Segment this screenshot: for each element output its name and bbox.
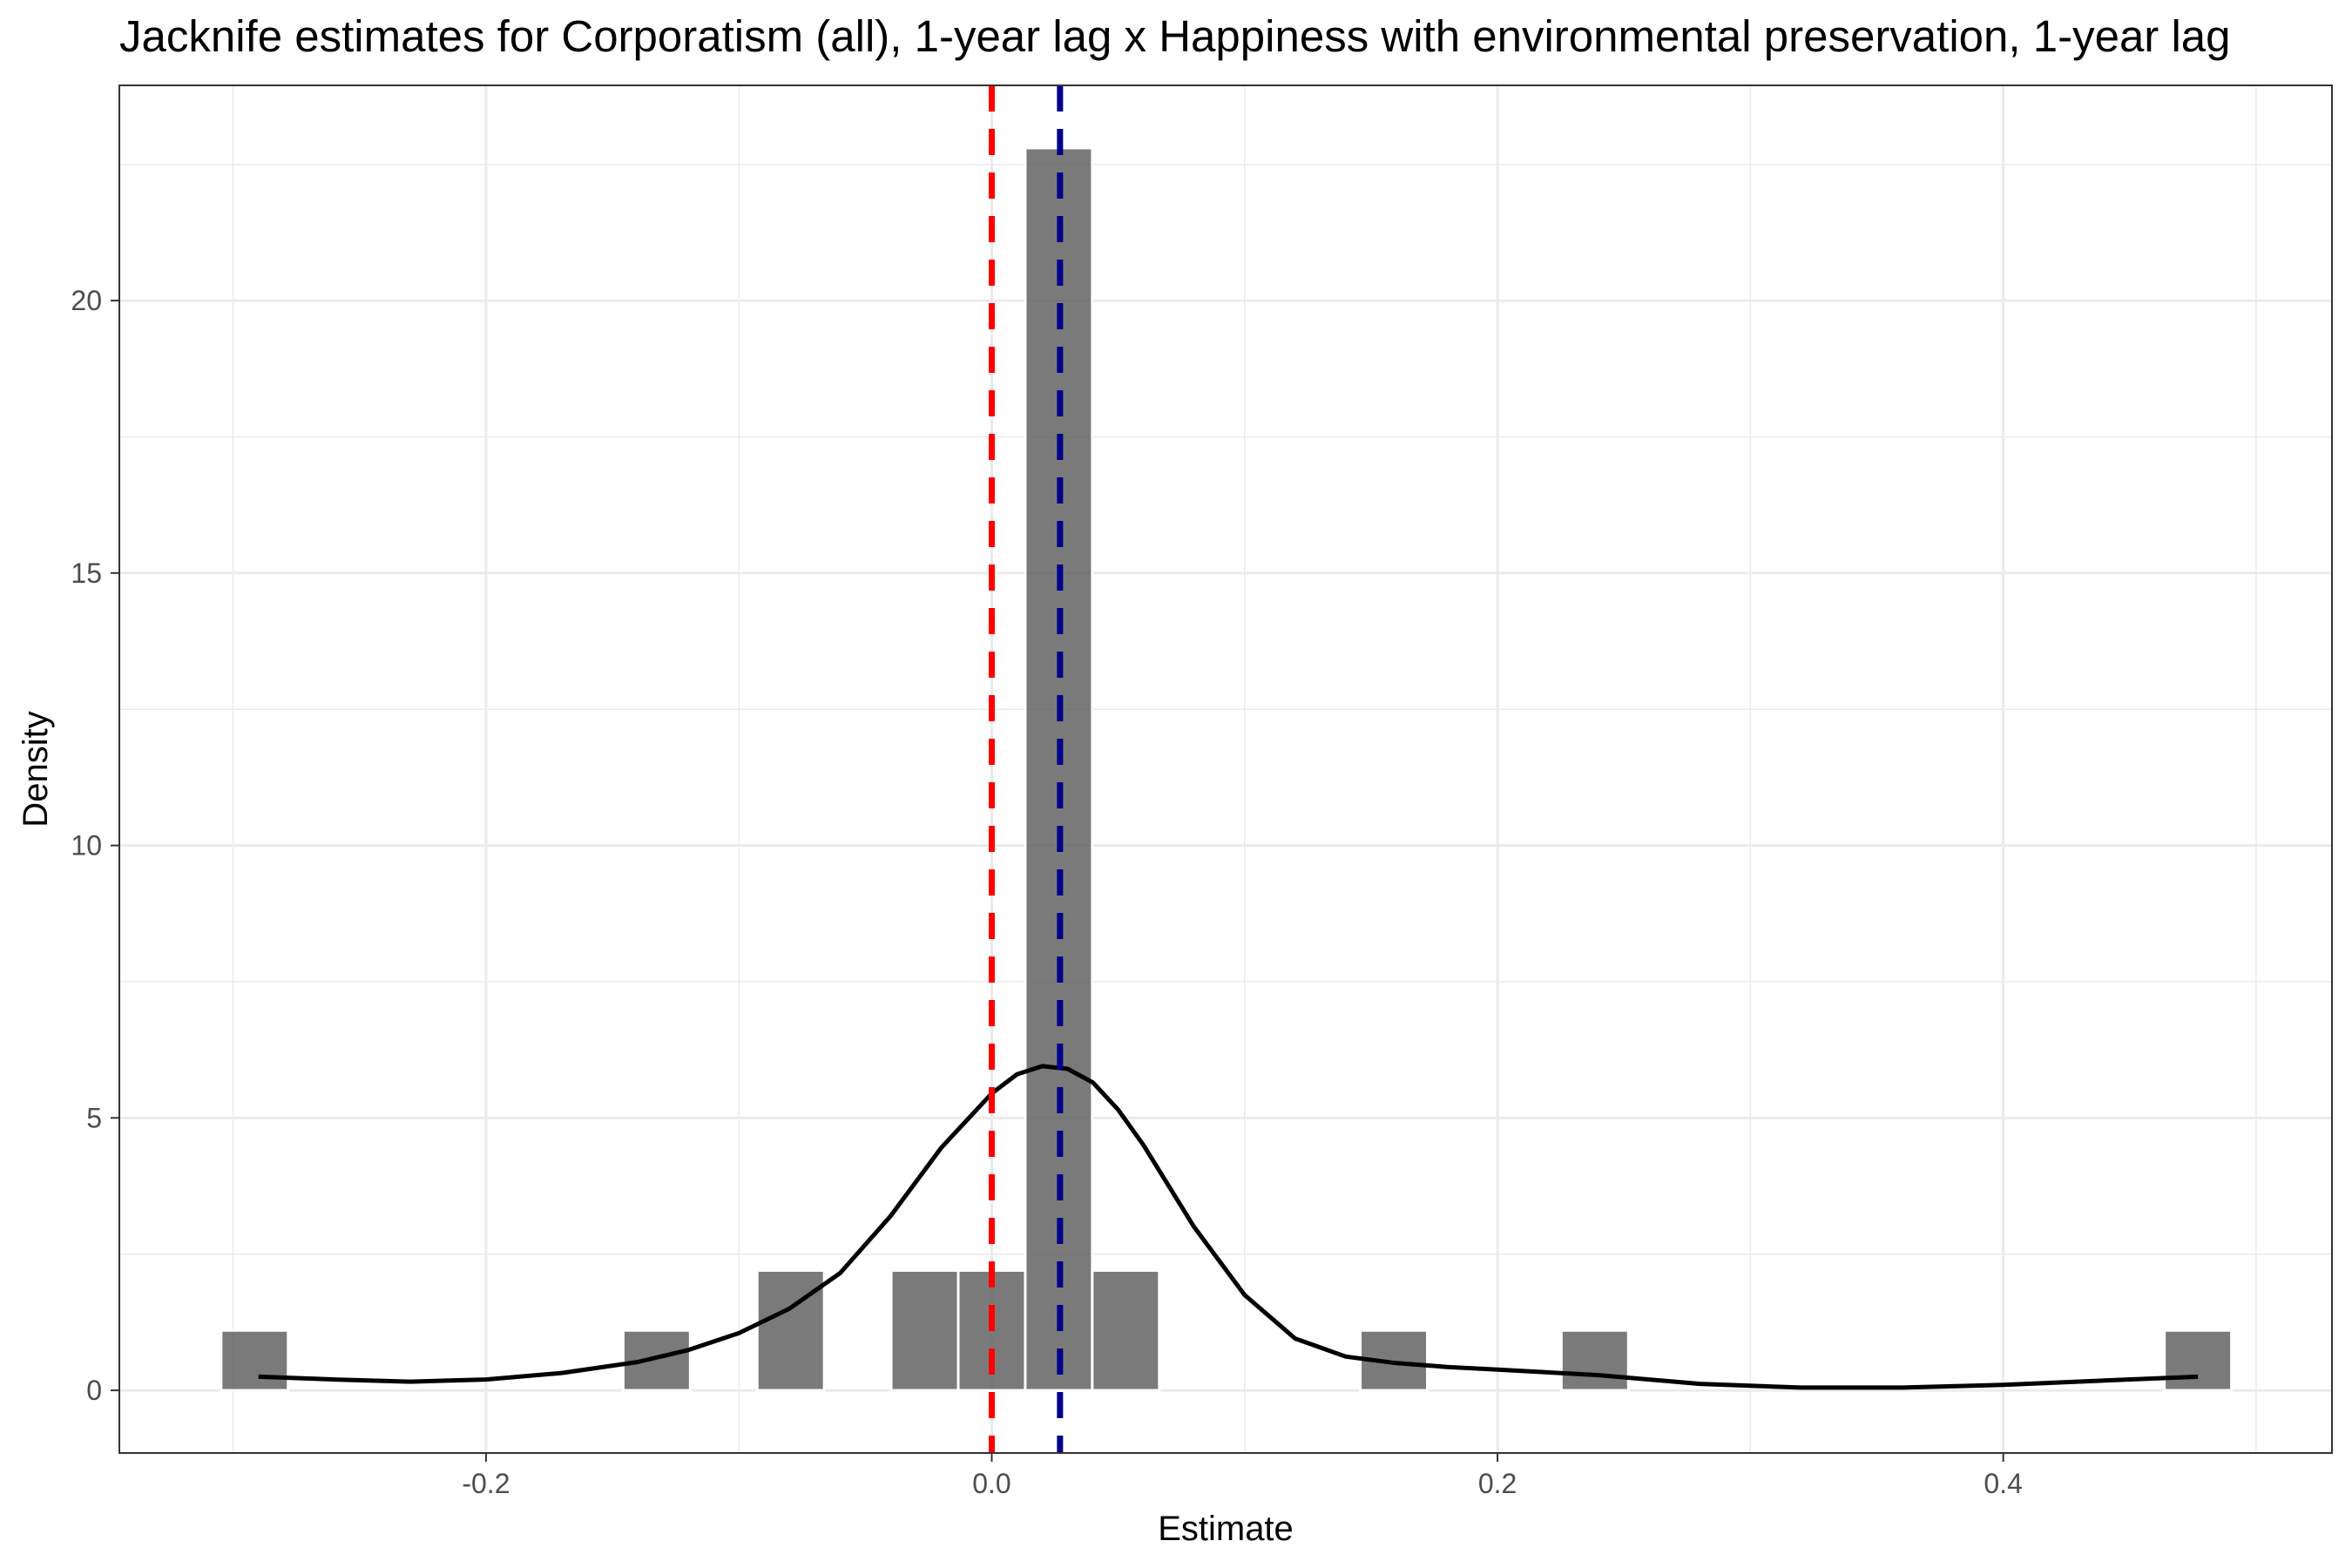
x-axis-ticks: -0.2 0.0 0.2 0.4 [462, 1453, 2023, 1499]
y-tick-label: 0 [86, 1375, 102, 1406]
y-tick-label: 20 [71, 285, 102, 316]
x-tick-label: 0.0 [972, 1468, 1010, 1499]
histogram-bar [621, 1328, 692, 1392]
panel-border [118, 84, 2333, 1454]
x-axis-title: Estimate [1158, 1510, 1294, 1548]
histogram-bar [889, 1268, 960, 1392]
density-curve [258, 1064, 2199, 1390]
y-tick-label: 10 [71, 830, 102, 862]
histogram-bar [755, 1268, 826, 1392]
histogram-bars [220, 146, 2234, 1392]
x-tick-label: 0.4 [1984, 1468, 2022, 1499]
histogram-bar [1559, 1328, 1630, 1392]
y-axis-ticks: 0 5 10 15 20 [71, 285, 119, 1406]
histogram-bar [1091, 1268, 1161, 1392]
chart-title: Jacknife estimates for Corporatism (all)… [119, 11, 2231, 61]
histogram-bar [220, 1328, 290, 1392]
histogram-bar [1024, 146, 1094, 1392]
x-tick-label: -0.2 [462, 1468, 510, 1499]
y-tick-label: 5 [86, 1102, 102, 1133]
histogram-bar [2163, 1328, 2234, 1392]
y-axis-title: Density [17, 711, 55, 827]
x-tick-label: 0.2 [1478, 1468, 1517, 1499]
grid-layer [119, 85, 2332, 1453]
density-curve-layer [258, 1064, 2199, 1390]
reference-lines [988, 85, 1064, 1453]
y-tick-label: 15 [71, 558, 102, 589]
